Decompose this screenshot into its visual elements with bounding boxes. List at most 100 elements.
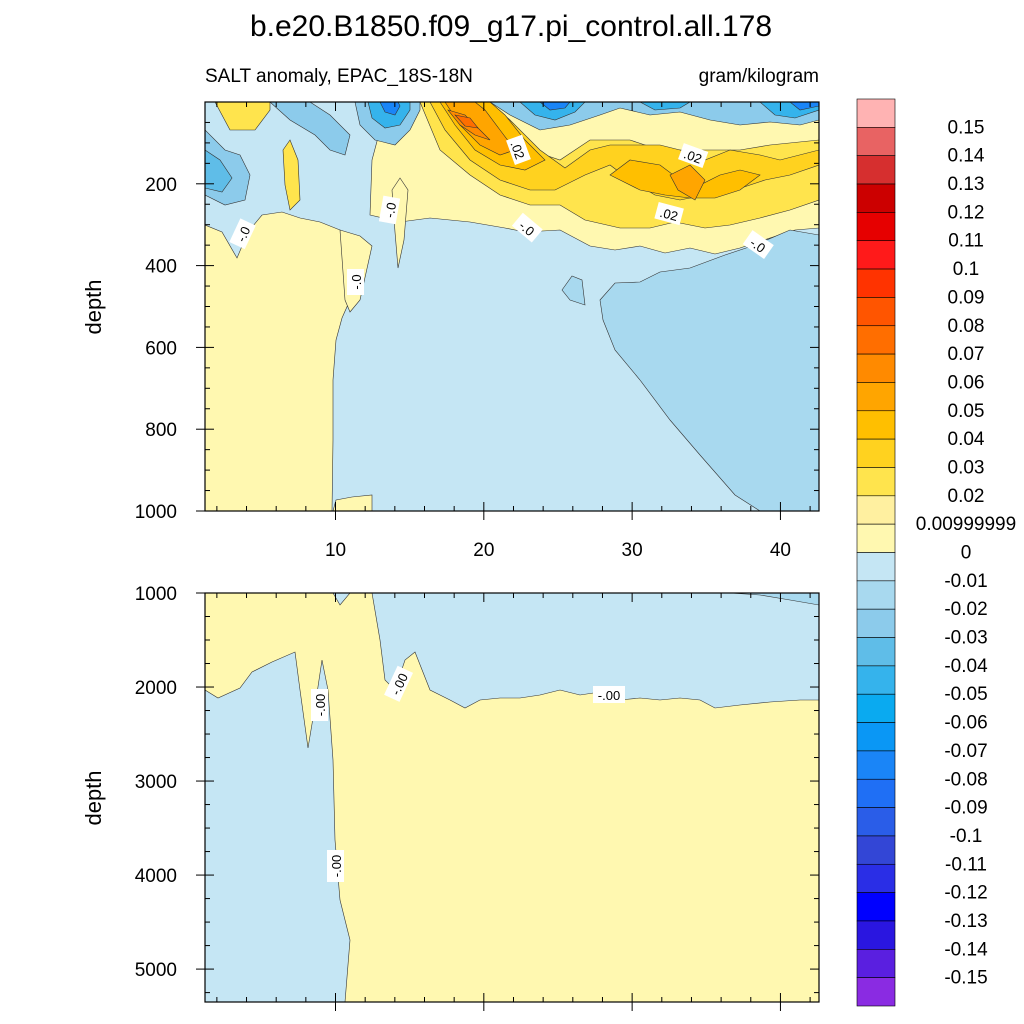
- colorbar-label: 0.13: [948, 174, 985, 195]
- colorbar-swatch: [856, 920, 896, 950]
- colorbar: 0.15 0.14 0.13 0.12 0.11 0.1 0.09 0.08 0.07 0.06 0…: [856, 98, 1016, 1007]
- upper-x-tick-label: 20: [473, 540, 494, 561]
- colorbar-label: -0.14: [944, 939, 988, 960]
- colorbar-label: 0.03: [948, 457, 985, 478]
- lower-fill-minus002: [729, 593, 819, 606]
- colorbar-swatch: [856, 382, 896, 412]
- colorbar-swatch: [856, 410, 896, 440]
- lower-y-tick-labels: 1000 2000 3000 4000 5000: [135, 584, 177, 981]
- chart-title: b.e20.B1850.f09_g17.pi_control.all.178: [250, 10, 772, 43]
- lower-contour-field: [205, 593, 819, 1002]
- contour-label: -.0: [747, 235, 768, 256]
- lower-plot-frame: [204, 592, 820, 1003]
- upper-x-tick-label: 30: [622, 540, 643, 561]
- colorbar-swatch: [856, 722, 896, 752]
- lower-fill-minus001-west: [205, 651, 351, 1002]
- upper-fill-blue-a: [269, 102, 351, 156]
- colorbar-label: -0.06: [944, 713, 987, 734]
- colorbar-label: -0.08: [944, 769, 987, 790]
- contour-label: .02: [682, 146, 704, 166]
- upper-contour-field: [205, 102, 819, 511]
- colorbar-label: 0.00999999: [916, 514, 1016, 535]
- colorbar-swatch: [856, 892, 896, 922]
- contour-label: .02: [658, 205, 679, 224]
- upper-fill-minus002: [599, 229, 819, 511]
- chart-subtitle-right: gram/kilogram: [699, 66, 819, 87]
- colorbar-label: 0.08: [948, 316, 985, 337]
- colorbar-swatch: [856, 98, 896, 128]
- colorbar-swatch: [856, 637, 896, 667]
- colorbar-swatch: [856, 977, 896, 1007]
- upper-y-tick-label: 600: [145, 338, 177, 359]
- colorbar-swatch: [856, 297, 896, 327]
- colorbar-swatch: [856, 750, 896, 780]
- lower-fill-minus001-east: [371, 593, 819, 709]
- contour-label: -.00: [598, 688, 620, 703]
- colorbar-label: 0: [961, 543, 972, 564]
- contour-label: -.00: [313, 694, 328, 716]
- upper-y-tick-labels: 200 400 600 800 1000: [135, 175, 177, 523]
- upper-fill-yellow-left: [214, 102, 301, 211]
- colorbar-label: -0.11: [945, 854, 987, 875]
- colorbar-swatch: [856, 608, 896, 638]
- colorbar-swatch: [856, 580, 896, 610]
- colorbar-label: 0.04: [948, 429, 985, 450]
- colorbar-label: -0.01: [944, 571, 987, 592]
- contour-label: -.0: [349, 274, 364, 289]
- colorbar-label: 0.11: [948, 231, 984, 252]
- upper-y-tick-label: 800: [145, 420, 177, 441]
- upper-fill-blue-c-core2: [539, 102, 819, 111]
- upper-y-tick-label: 1000: [135, 502, 177, 523]
- lower-y-tick-label: 1000: [135, 584, 177, 605]
- colorbar-swatch: [856, 949, 896, 978]
- colorbar-swatch: [856, 523, 896, 553]
- colorbar-label: 0.15: [948, 117, 985, 138]
- upper-x-tick-labels: 10 20 30 40: [325, 540, 791, 561]
- colorbar-swatch: [856, 863, 896, 893]
- colorbar-swatch: [856, 807, 896, 837]
- upper-fill-blue-left-core: [205, 149, 233, 193]
- colorbar-swatch: [856, 495, 896, 525]
- lower-y-tick-label: 5000: [135, 960, 177, 981]
- lower-y-tick-label: 4000: [135, 866, 177, 887]
- colorbar-label: -0.09: [944, 798, 987, 819]
- colorbar-swatch: [856, 268, 896, 298]
- upper-fill-minus002-small: [561, 275, 586, 306]
- colorbar-swatch: [856, 778, 896, 808]
- lower-y-tick-label: 2000: [135, 678, 177, 699]
- colorbar-swatch: [856, 835, 896, 865]
- lower-axis-ticks: [196, 592, 819, 1011]
- colorbar-swatch: [856, 183, 896, 213]
- colorbar-label: -0.13: [944, 911, 987, 932]
- colorbar-label: 0.1: [953, 259, 979, 280]
- chart-subtitle-left: SALT anomaly, EPAC_18S-18N: [205, 66, 473, 87]
- colorbar-swatch: [856, 240, 896, 270]
- colorbar-label: -0.02: [944, 599, 987, 620]
- colorbar-label: 0.05: [948, 401, 985, 422]
- colorbar-label: -0.03: [944, 628, 987, 649]
- colorbar-swatch: [856, 438, 896, 468]
- contour-label: .02: [507, 139, 527, 161]
- upper-y-axis-label: depth: [81, 279, 106, 334]
- lower-y-tick-label: 3000: [135, 772, 177, 793]
- upper-y-tick-label: 200: [145, 175, 177, 196]
- colorbar-label: 0.06: [948, 372, 985, 393]
- colorbar-swatch: [856, 467, 896, 497]
- upper-x-tick-label: 10: [325, 540, 346, 561]
- colorbar-swatch: [856, 212, 896, 242]
- upper-fill-blue-b-core: [367, 102, 411, 129]
- colorbar-swatch: [856, 325, 896, 355]
- upper-fill-bottom-strip: [332, 494, 373, 511]
- colorbar-swatch: [856, 693, 896, 723]
- colorbar-label: 0.14: [948, 146, 985, 167]
- upper-contour-labels: -.0 -.0 -.0 -.0 -.0 .02 .02 .02: [229, 134, 774, 295]
- lower-contour-labels: -.00 -.00 -.00 -.00: [311, 665, 625, 882]
- upper-axis-ticks: [196, 101, 819, 520]
- upper-fill-007: [454, 114, 479, 129]
- colorbar-label: 0.07: [948, 344, 985, 365]
- colorbar-label: 0.09: [948, 287, 985, 308]
- colorbar-swatch: [856, 665, 896, 695]
- contour-label: -.0: [382, 201, 399, 219]
- colorbar-label: -0.05: [944, 684, 987, 705]
